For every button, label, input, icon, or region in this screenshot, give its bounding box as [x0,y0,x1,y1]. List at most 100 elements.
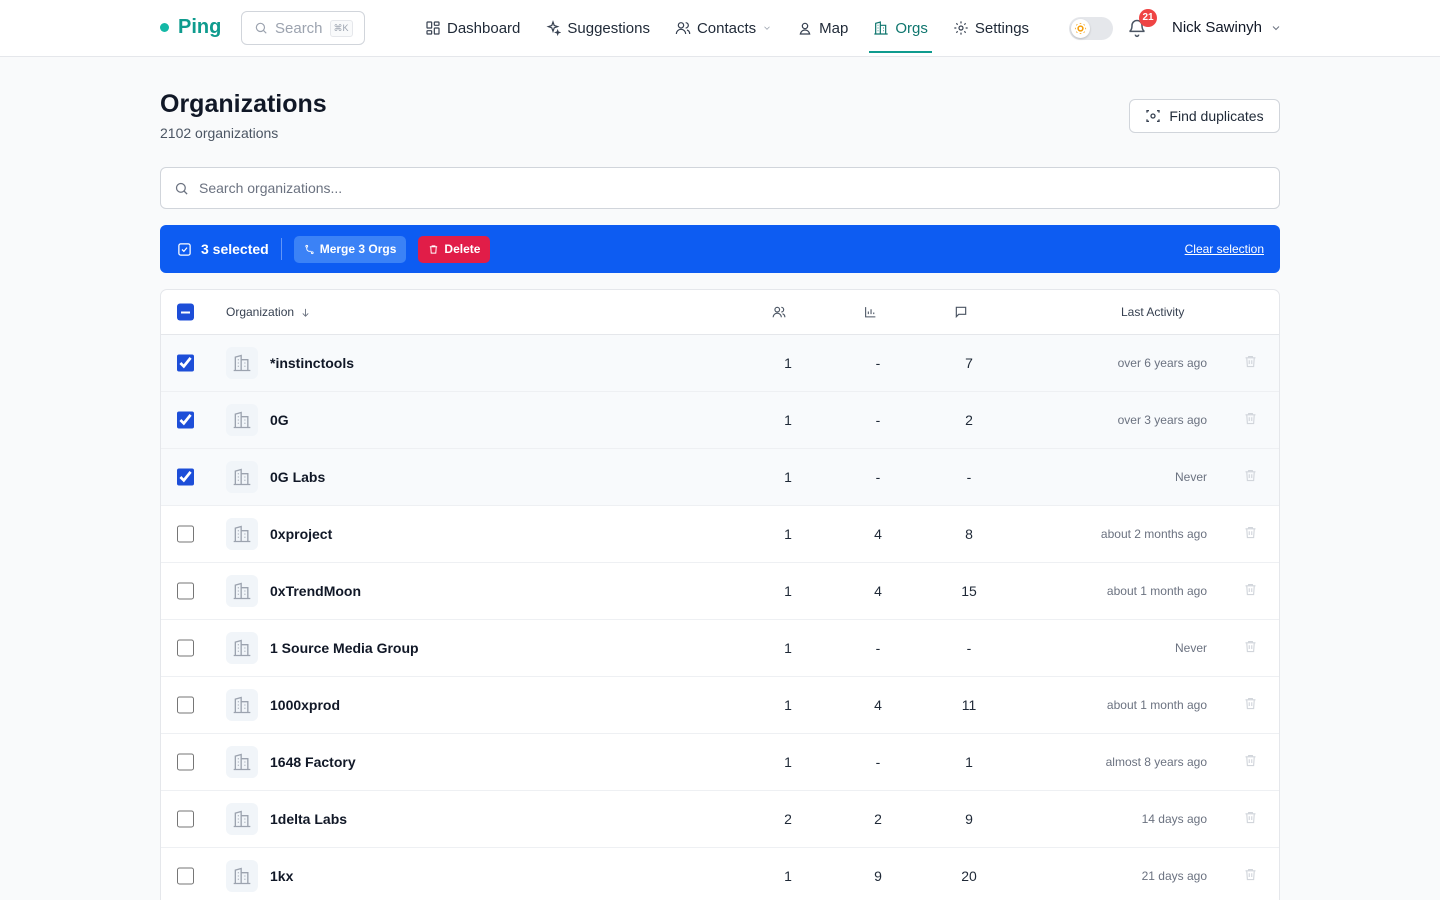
user-name: Nick Sawinyh [1172,19,1263,36]
nav-item[interactable]: Map [797,0,848,56]
count-contacts: 1 [784,640,792,656]
bell-icon[interactable] [1127,18,1147,38]
count-stats: 9 [874,868,882,884]
table-row[interactable]: 1000xprod 1 4 11 about 1 month ago [161,677,1279,734]
count-contacts: 1 [784,697,792,713]
row-delete[interactable] [1243,525,1258,543]
count-contacts: 1 [784,868,792,884]
row-delete[interactable] [1243,696,1258,714]
row-delete[interactable] [1243,354,1258,372]
org-name[interactable]: 0G Labs [270,469,326,485]
row-delete[interactable] [1243,582,1258,600]
select-all-checkbox[interactable] [177,303,194,321]
row-checkbox[interactable] [177,753,194,771]
table-row[interactable]: *instinctools 1 - 7 over 6 years ago [161,335,1279,392]
table-row[interactable]: 1delta Labs 2 2 9 14 days ago [161,791,1279,848]
last-activity: about 1 month ago [1106,584,1207,598]
row-checkbox[interactable] [177,354,194,372]
table-row[interactable]: 0G Labs 1 - - Never [161,449,1279,506]
button-label: Find duplicates [1169,108,1264,124]
count-messages: 11 [961,697,977,713]
row-checkbox[interactable] [177,810,194,828]
nav-label: Orgs [895,19,928,37]
search-label: Search [275,19,323,37]
row-delete[interactable] [1243,639,1258,657]
row-delete[interactable] [1243,867,1258,885]
selection-bar: 3 selected Merge 3 Orgs Delete Clear sel… [160,225,1280,273]
count-messages: - [966,640,972,656]
count-messages: 8 [965,526,973,542]
org-name[interactable]: 1648 Factory [270,754,356,770]
count-stats: - [875,355,881,371]
org-name[interactable]: 1000xprod [270,697,341,713]
count-stats: - [875,640,881,656]
table-row[interactable]: 0xproject 1 4 8 about 2 months ago [161,506,1279,563]
table-header: Organization Last Activity [161,290,1279,335]
nav-item[interactable]: Suggestions [545,0,650,56]
messages-column-icon [955,306,967,319]
org-search-input[interactable]: Search organizations... [160,167,1280,209]
contacts-column-icon [772,306,786,318]
count-stats: - [875,412,881,428]
count-contacts: 1 [784,754,792,770]
count-contacts: 2 [784,811,792,827]
table-row[interactable]: 1 Source Media Group 1 - - Never [161,620,1279,677]
row-checkbox[interactable] [177,867,194,885]
user-menu[interactable]: Nick Sawinyh [1172,19,1282,36]
org-icon [226,575,258,607]
nav-items: Dashboard Suggestions Contacts Map Orgs Setti… [425,0,1029,56]
table-row[interactable]: 1648 Factory 1 - 1 almost 8 years ago [161,734,1279,791]
row-checkbox[interactable] [177,639,194,657]
clear-selection[interactable]: Clear selection [1184,242,1264,256]
theme-toggle[interactable] [1069,17,1113,40]
table-row[interactable]: 0G 1 - 2 over 3 years ago [161,392,1279,449]
find-duplicates-button[interactable]: Find duplicates [1129,99,1280,133]
org-name[interactable]: 1kx [270,868,294,884]
row-checkbox[interactable] [177,468,194,486]
nav-item[interactable]: Orgs [869,0,932,56]
last-activity: Never [1174,641,1207,655]
org-icon [226,803,258,835]
count-stats: - [875,754,881,770]
navbar: Ping Search ⌘K Dashboard Suggestions Conta… [0,0,1440,57]
org-name[interactable]: 1 Source Media Group [270,640,419,656]
org-icon [226,461,258,493]
org-name[interactable]: 0G [270,412,289,428]
row-delete[interactable] [1243,810,1258,828]
stats-column-icon [865,307,876,318]
delete-button[interactable]: Delete [418,235,491,263]
table-row[interactable]: 0xTrendMoon 1 4 15 about 1 month ago [161,563,1279,620]
org-icon [226,746,258,778]
row-delete[interactable] [1243,753,1258,771]
org-icon [226,347,258,379]
count-stats: 2 [874,811,882,827]
row-delete[interactable] [1243,468,1258,486]
selected-count: 3 selected [201,241,269,257]
org-name[interactable]: 0xTrendMoon [270,583,362,599]
count-contacts: 1 [784,526,792,542]
org-icon [226,404,258,436]
table-row[interactable]: 1kx 1 9 20 21 days ago [161,848,1279,900]
row-checkbox[interactable] [177,411,194,429]
column-organization: Organization [226,305,295,319]
org-name[interactable]: 0xproject [270,526,333,542]
row-delete[interactable] [1243,411,1258,429]
sort-header[interactable]: Organization [226,305,311,319]
row-checkbox[interactable] [177,582,194,600]
last-activity: over 3 years ago [1117,413,1207,427]
count-stats: 4 [874,526,882,542]
org-name[interactable]: 1delta Labs [270,811,348,827]
global-search[interactable]: Search ⌘K [241,11,365,45]
count-messages: 2 [965,412,973,428]
merge-button[interactable]: Merge 3 Orgs [293,235,407,263]
nav-item[interactable]: Dashboard [425,0,520,56]
brand[interactable]: Ping [160,16,221,39]
nav-item[interactable]: Settings [953,0,1029,56]
row-checkbox[interactable] [177,525,194,543]
last-activity: almost 8 years ago [1105,755,1207,769]
nav-item[interactable]: Contacts [675,0,772,56]
brand-name[interactable]: Ping [178,16,222,38]
org-name[interactable]: *instinctools [270,355,355,371]
row-checkbox[interactable] [177,696,194,714]
